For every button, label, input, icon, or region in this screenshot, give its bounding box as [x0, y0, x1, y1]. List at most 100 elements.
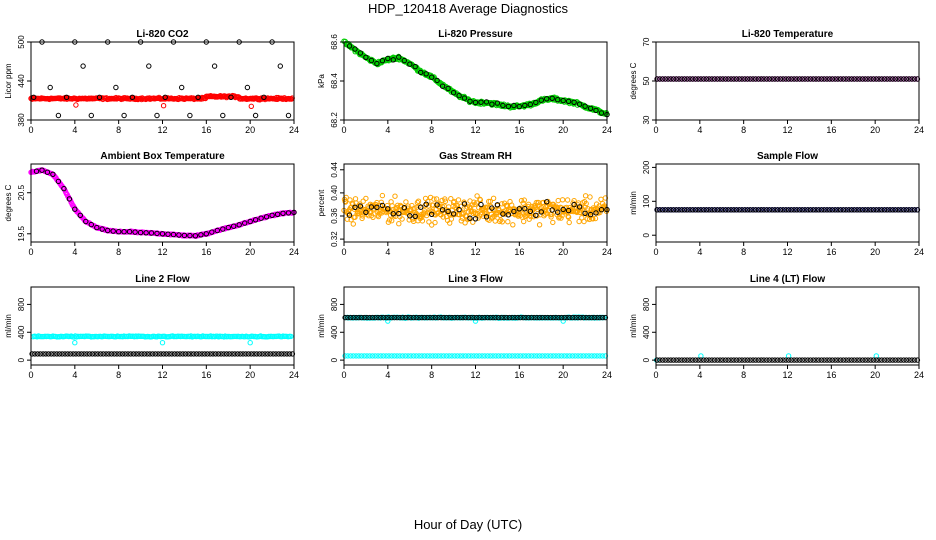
data-point: [840, 207, 847, 213]
data-point: [132, 229, 138, 235]
data-point: [576, 101, 583, 107]
data-point: [473, 314, 480, 321]
series-points: [341, 192, 610, 228]
data-point: [662, 207, 668, 213]
data-point: [397, 314, 403, 321]
x-tick-label: 16: [514, 247, 524, 257]
data-point: [695, 207, 701, 213]
data-point: [500, 102, 506, 109]
data-points: [29, 333, 296, 357]
data-point: [502, 211, 509, 217]
data-point: [774, 76, 781, 82]
x-tick-label: 12: [157, 247, 167, 257]
data-point: [65, 351, 71, 357]
data-point: [564, 353, 570, 359]
data-point: [130, 351, 137, 357]
data-point: [525, 353, 532, 359]
data-points: [341, 38, 610, 118]
data-point: [755, 207, 762, 213]
panel-title: Line 4 (LT) Flow: [750, 274, 826, 285]
data-point: [681, 357, 688, 363]
data-point: [394, 353, 400, 359]
panel-line2: Line 2 Flow 0 4 8 12 16 20 24 0 400 800 ml/min: [4, 274, 299, 380]
data-point: [528, 353, 535, 359]
data-point: [346, 212, 353, 218]
data-point: [673, 207, 679, 213]
plot-frame: [343, 41, 608, 121]
data-point: [399, 353, 406, 359]
x-tick-label: 8: [741, 247, 746, 257]
data-point: [879, 207, 885, 213]
x-tick-label: 0: [341, 247, 346, 257]
y-axis-label: percent: [317, 189, 326, 216]
data-point: [901, 76, 907, 82]
data-point: [572, 314, 578, 321]
data-point: [193, 351, 200, 357]
data-point: [72, 206, 78, 212]
data-point: [419, 314, 425, 321]
data-point: [602, 353, 609, 359]
data-point: [379, 192, 386, 199]
data-point: [402, 353, 409, 359]
data-point: [818, 207, 825, 213]
data-point: [432, 353, 439, 359]
data-point: [256, 351, 263, 357]
data-point: [247, 340, 253, 346]
data-point: [435, 314, 441, 321]
data-point: [471, 353, 477, 359]
data-point: [687, 76, 693, 82]
data-point: [848, 207, 855, 213]
data-point: [813, 207, 819, 213]
data-point: [144, 351, 150, 357]
data-point: [810, 76, 816, 82]
data-point: [565, 214, 572, 220]
data-point: [484, 353, 491, 359]
data-point: [722, 76, 729, 82]
y-tick-label: 68.2: [330, 112, 339, 128]
data-point: [454, 353, 461, 359]
data-point: [911, 357, 918, 363]
data-point: [785, 207, 792, 213]
data-point: [911, 207, 918, 213]
data-point: [772, 357, 778, 363]
data-point: [179, 84, 185, 91]
data-point: [489, 205, 495, 211]
plot-frame: [30, 41, 295, 121]
data-point: [474, 193, 480, 199]
data-point: [758, 207, 764, 213]
data-point: [487, 353, 493, 359]
data-point: [262, 351, 268, 357]
data-point: [199, 351, 205, 357]
data-point: [587, 211, 594, 218]
data-point: [195, 94, 201, 101]
data-point: [500, 211, 506, 217]
data-point: [380, 353, 387, 359]
data-point: [744, 207, 751, 213]
data-point: [405, 314, 411, 321]
data-point: [386, 353, 392, 359]
data-point: [542, 314, 548, 321]
data-point: [753, 76, 759, 82]
data-point: [890, 357, 896, 363]
data-point: [527, 208, 533, 215]
data-point: [478, 99, 484, 105]
data-point: [714, 207, 721, 213]
data-point: [391, 353, 398, 359]
data-point: [439, 197, 445, 204]
data-point: [277, 63, 283, 69]
data-point: [676, 76, 682, 82]
data-point: [837, 76, 844, 82]
y-tick-label: 400: [17, 325, 26, 339]
data-point: [706, 357, 712, 363]
x-tick-label: 16: [201, 125, 211, 135]
y-tick-label: 800: [17, 297, 26, 311]
data-point: [418, 69, 424, 76]
data-point: [471, 314, 477, 321]
data-point: [835, 76, 841, 82]
data-point: [892, 207, 899, 213]
data-point: [439, 207, 446, 213]
data-point: [228, 94, 234, 101]
data-point: [457, 353, 463, 359]
data-point: [654, 76, 660, 82]
x-tick-label: 16: [826, 125, 836, 135]
